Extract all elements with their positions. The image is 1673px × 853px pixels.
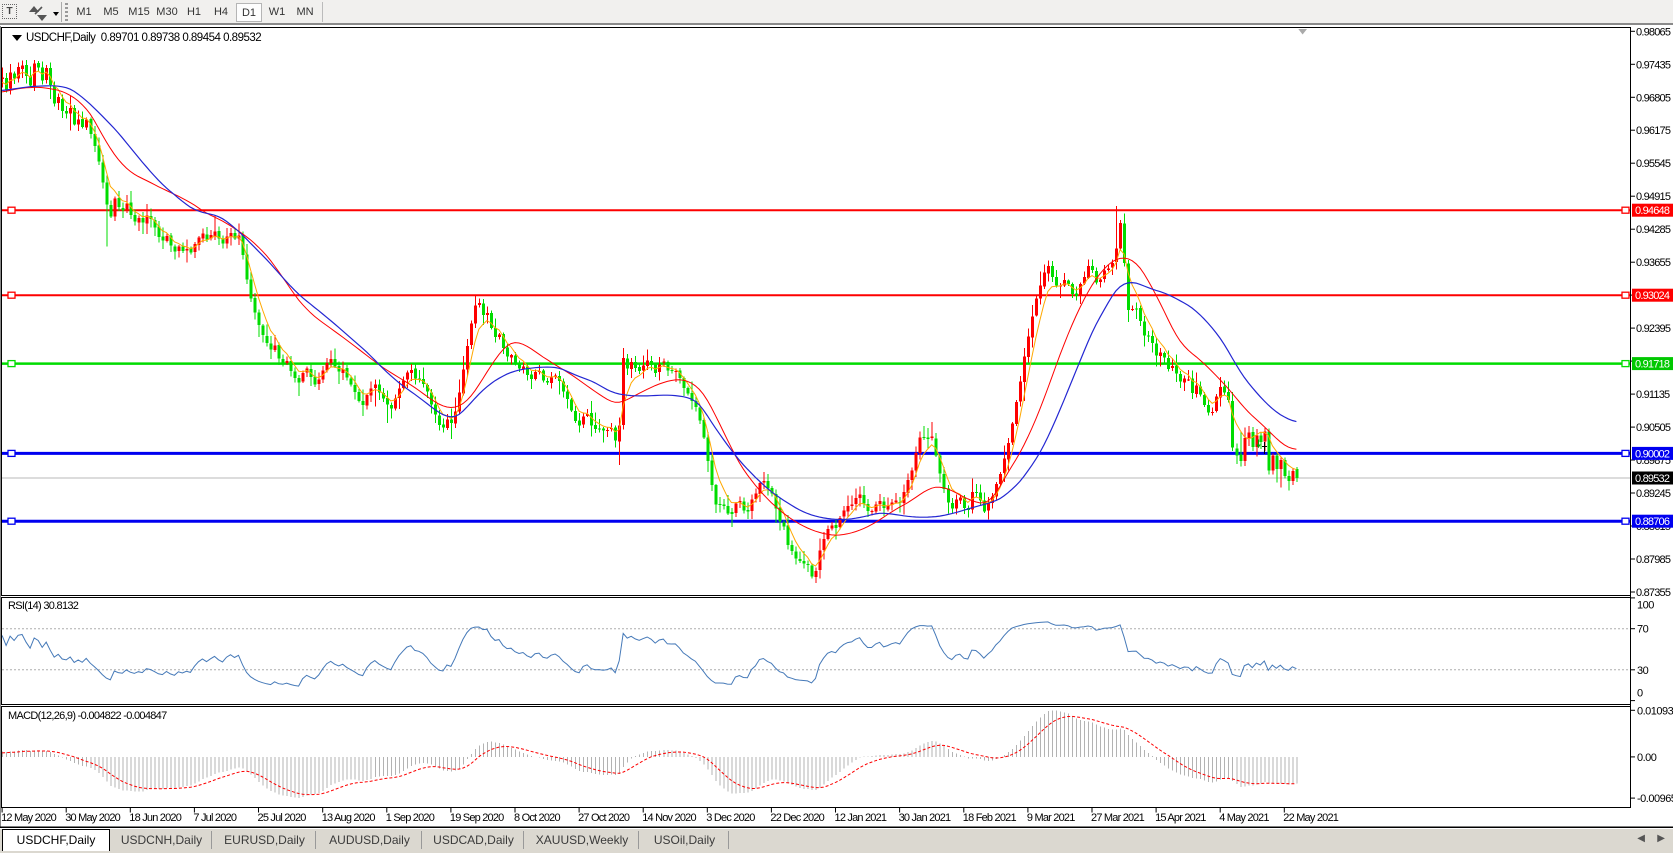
svg-text:27 Mar 2021: 27 Mar 2021 <box>1091 812 1145 824</box>
svg-text:1 Sep 2020: 1 Sep 2020 <box>386 812 435 824</box>
svg-text:25 Jul 2020: 25 Jul 2020 <box>258 812 307 824</box>
svg-text:0.92395: 0.92395 <box>1636 323 1671 335</box>
svg-text:30: 30 <box>1637 665 1649 677</box>
svg-text:0.010933: 0.010933 <box>1637 705 1673 717</box>
svg-text:MACD(12,26,9) -0.004822 -0.004: MACD(12,26,9) -0.004822 -0.004847 <box>8 710 167 722</box>
svg-text:0.91718: 0.91718 <box>1635 359 1670 371</box>
svg-text:19 Sep 2020: 19 Sep 2020 <box>450 812 504 824</box>
svg-text:70: 70 <box>1637 624 1649 636</box>
svg-text:0.93655: 0.93655 <box>1636 257 1671 269</box>
svg-text:0.00: 0.00 <box>1637 752 1657 764</box>
svg-text:USDCHF,Daily 0.89701 0.89738: USDCHF,Daily 0.89701 0.89738 0.89454 0.8… <box>26 32 261 44</box>
svg-text:0.89245: 0.89245 <box>1636 488 1671 500</box>
svg-text:15 Apr 2021: 15 Apr 2021 <box>1155 812 1206 824</box>
svg-text:0.91135: 0.91135 <box>1636 389 1670 401</box>
svg-text:9 Mar 2021: 9 Mar 2021 <box>1027 812 1075 824</box>
svg-text:0.96805: 0.96805 <box>1636 92 1671 104</box>
svg-text:0.97435: 0.97435 <box>1636 59 1671 71</box>
svg-text:14 Nov 2020: 14 Nov 2020 <box>642 812 696 824</box>
svg-text:0.87985: 0.87985 <box>1636 554 1671 566</box>
svg-text:27 Oct 2020: 27 Oct 2020 <box>578 812 630 824</box>
svg-text:0: 0 <box>1637 688 1643 700</box>
svg-text:-0.009653: -0.009653 <box>1637 793 1673 805</box>
svg-text:0.87355: 0.87355 <box>1636 587 1671 599</box>
svg-text:4 May 2021: 4 May 2021 <box>1219 812 1269 824</box>
svg-text:RSI(14) 30.8132: RSI(14) 30.8132 <box>8 600 79 612</box>
svg-text:0.90505: 0.90505 <box>1636 422 1671 434</box>
svg-text:0.89532: 0.89532 <box>1635 473 1670 485</box>
svg-text:18 Feb 2021: 18 Feb 2021 <box>963 812 1017 824</box>
svg-text:0.90002: 0.90002 <box>1635 448 1670 460</box>
svg-text:12 May 2020: 12 May 2020 <box>1 812 56 824</box>
svg-text:12 Jan 2021: 12 Jan 2021 <box>835 812 887 824</box>
svg-text:0.93024: 0.93024 <box>1635 290 1670 302</box>
svg-text:0.94915: 0.94915 <box>1636 191 1671 203</box>
svg-text:22 May 2021: 22 May 2021 <box>1283 812 1338 824</box>
svg-text:100: 100 <box>1637 599 1654 611</box>
svg-text:8 Oct 2020: 8 Oct 2020 <box>514 812 560 824</box>
svg-text:0.88706: 0.88706 <box>1635 516 1670 528</box>
svg-text:22 Dec 2020: 22 Dec 2020 <box>770 812 824 824</box>
svg-text:0.94648: 0.94648 <box>1635 205 1670 217</box>
svg-text:30 Jan 2021: 30 Jan 2021 <box>899 812 951 824</box>
svg-text:0.96175: 0.96175 <box>1636 125 1671 137</box>
svg-text:13 Aug 2020: 13 Aug 2020 <box>322 812 376 824</box>
svg-text:18 Jun 2020: 18 Jun 2020 <box>129 812 181 824</box>
svg-text:0.94285: 0.94285 <box>1636 224 1671 236</box>
svg-text:0.98065: 0.98065 <box>1636 26 1671 38</box>
svg-text:7 Jul 2020: 7 Jul 2020 <box>193 812 236 824</box>
svg-text:30 May 2020: 30 May 2020 <box>65 812 120 824</box>
svg-text:3 Dec 2020: 3 Dec 2020 <box>706 812 755 824</box>
svg-text:0.95545: 0.95545 <box>1636 158 1671 170</box>
